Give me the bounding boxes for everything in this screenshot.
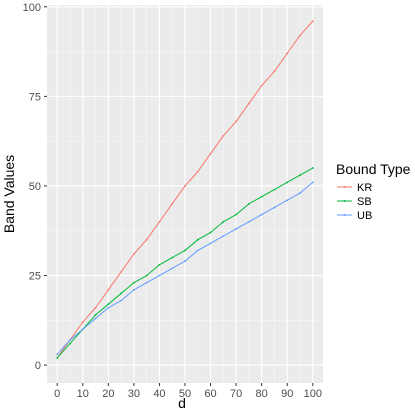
y-tick-label: 0 xyxy=(35,360,41,372)
series-layer xyxy=(56,20,314,359)
data-point-sb xyxy=(132,281,135,284)
x-tick-label: 60 xyxy=(204,388,216,400)
data-point-sb xyxy=(56,357,59,359)
legend-item-ub: UB xyxy=(337,210,372,222)
data-point-ub xyxy=(94,317,97,320)
data-point-kr xyxy=(81,321,84,323)
data-point-kr xyxy=(286,52,289,55)
x-tick-label: 70 xyxy=(230,388,242,400)
data-point-ub xyxy=(120,299,123,302)
data-point-sb xyxy=(184,249,186,252)
data-point-sb xyxy=(209,231,212,234)
x-tick-label: 100 xyxy=(304,388,322,400)
data-point-ub xyxy=(311,181,314,184)
data-point-kr xyxy=(132,253,135,255)
legend-items: KR SB UB xyxy=(337,182,372,222)
data-point-sb xyxy=(94,314,97,316)
x-tick-label: 80 xyxy=(256,388,268,400)
data-point-kr xyxy=(235,120,238,123)
x-tick-label: 0 xyxy=(54,388,60,400)
data-point-ub xyxy=(286,199,289,202)
data-point-sb xyxy=(69,342,71,345)
data-point-ub xyxy=(299,192,301,195)
data-point-sb xyxy=(107,303,110,306)
data-point-sb xyxy=(311,167,314,169)
data-point-sb xyxy=(158,263,161,266)
data-point-sb xyxy=(196,238,199,241)
x-tick-label: 10 xyxy=(77,388,89,400)
data-point-kr xyxy=(158,220,161,223)
x-tick-label: 50 xyxy=(179,388,191,400)
data-point-kr xyxy=(94,306,97,309)
data-point-sb xyxy=(235,213,238,216)
data-point-ub xyxy=(158,274,161,277)
legend-label-sb: SB xyxy=(357,196,372,208)
data-point-ub xyxy=(184,260,186,263)
legend: Bound Type KR SB UB xyxy=(336,161,411,222)
legend-item-sb: SB xyxy=(337,196,372,208)
data-point-kr xyxy=(107,288,110,291)
x-tick-labels: 0 10 20 30 40 50 60 70 80 90 100 xyxy=(54,388,322,400)
x-axis-title: d xyxy=(178,395,186,411)
data-point-sb xyxy=(247,202,250,205)
x-tick-label: 40 xyxy=(153,388,165,400)
data-point-ub xyxy=(235,228,238,230)
data-point-kr xyxy=(222,134,225,137)
axis-ticks xyxy=(44,6,314,386)
x-tick-label: 20 xyxy=(102,388,114,400)
data-point-ub xyxy=(107,306,110,309)
data-point-kr xyxy=(209,152,212,155)
data-point-sb xyxy=(286,181,289,184)
data-point-ub xyxy=(209,242,212,245)
data-point-kr xyxy=(247,102,250,105)
data-point-kr xyxy=(311,20,314,23)
data-point-kr xyxy=(260,84,263,87)
legend-title: Bound Type xyxy=(336,161,411,177)
legend-label-ub: UB xyxy=(357,210,372,222)
data-point-sb xyxy=(260,195,263,198)
data-point-kr xyxy=(145,238,148,241)
data-point-kr xyxy=(171,202,174,205)
data-point-ub xyxy=(69,339,71,341)
data-point-ub xyxy=(260,213,263,216)
data-point-kr xyxy=(273,70,276,73)
legend-key-point-sb xyxy=(343,200,346,202)
data-point-ub xyxy=(247,220,250,223)
data-point-sb xyxy=(299,174,301,177)
data-point-ub xyxy=(222,235,225,238)
y-axis-title: Band Values xyxy=(1,155,17,233)
y-tick-label: 75 xyxy=(29,91,41,103)
x-tick-label: 90 xyxy=(281,388,293,400)
x-tick-label: 30 xyxy=(128,388,140,400)
data-point-sb xyxy=(273,188,276,191)
data-point-ub xyxy=(56,353,59,356)
data-point-sb xyxy=(222,220,225,223)
data-point-ub xyxy=(145,281,148,284)
y-tick-labels: 0 25 50 75 100 xyxy=(23,2,41,372)
y-tick-label: 50 xyxy=(29,181,41,193)
data-point-ub xyxy=(196,249,199,252)
data-point-ub xyxy=(132,288,135,291)
legend-key-point-ub xyxy=(343,214,346,216)
data-point-kr xyxy=(299,34,301,37)
legend-item-kr: KR xyxy=(337,182,372,194)
data-point-kr xyxy=(120,271,123,273)
y-tick-label: 25 xyxy=(29,271,41,283)
y-tick-label: 100 xyxy=(23,2,41,14)
legend-label-kr: KR xyxy=(357,182,372,194)
data-point-sb xyxy=(145,274,148,277)
data-point-kr xyxy=(196,170,199,173)
data-point-kr xyxy=(184,185,186,187)
legend-key-point-kr xyxy=(343,186,346,188)
data-point-ub xyxy=(171,267,174,270)
data-point-ub xyxy=(81,328,84,331)
data-point-ub xyxy=(273,206,276,209)
data-point-sb xyxy=(171,256,174,259)
data-point-sb xyxy=(120,292,123,295)
